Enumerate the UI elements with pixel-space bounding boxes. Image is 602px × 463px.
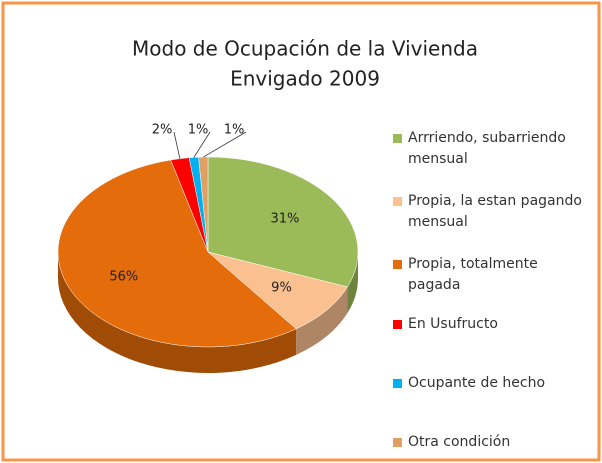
data-label: 31% xyxy=(270,211,299,226)
data-label: 56% xyxy=(109,270,138,285)
slice-side xyxy=(58,252,297,374)
legend-label: Propia, la estan pagando mensual xyxy=(408,193,582,230)
legend-label: Ocupante de hecho xyxy=(408,375,546,391)
legend-label: Arrriendo, subarriendo mensual xyxy=(408,130,566,167)
legend-label: Otra condición xyxy=(408,434,511,450)
leader-line xyxy=(203,131,247,158)
legend-swatch xyxy=(393,320,402,329)
chart-title: Modo de Ocupación de la Vivienda xyxy=(132,37,478,61)
legend-swatch xyxy=(393,260,402,269)
leader-line xyxy=(173,131,181,159)
legend-swatch xyxy=(393,197,402,206)
legend-swatch xyxy=(393,134,402,143)
chart-subtitle: Envigado 2009 xyxy=(230,67,380,91)
legend-swatch xyxy=(393,438,402,447)
data-label: 9% xyxy=(271,281,292,296)
slice xyxy=(57,159,297,348)
legend-label: Propia, totalmente pagada xyxy=(408,256,538,293)
legend-label: En Usufructo xyxy=(408,316,498,332)
slice xyxy=(198,156,209,253)
slice xyxy=(207,251,348,330)
slice xyxy=(207,156,359,288)
data-label: 1% xyxy=(188,123,209,138)
data-label: 2% xyxy=(152,123,173,138)
leader-line xyxy=(193,131,211,158)
slice-side xyxy=(296,286,348,355)
legend-swatch xyxy=(393,379,402,388)
data-label: 1% xyxy=(224,123,245,138)
slice-side xyxy=(347,252,358,313)
